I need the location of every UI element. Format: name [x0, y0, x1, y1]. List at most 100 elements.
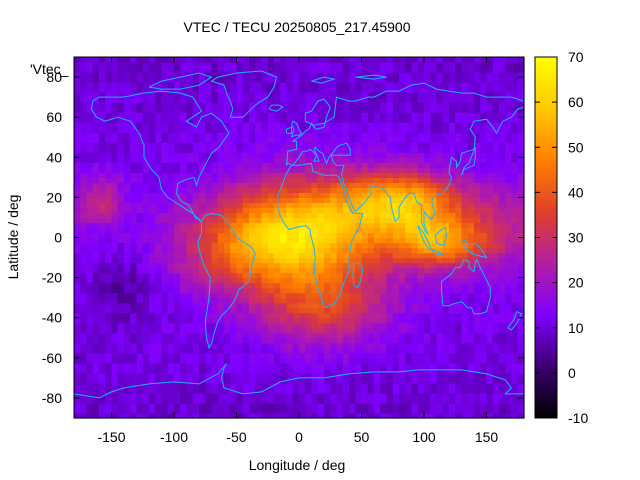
heatmap-cell — [436, 192, 444, 198]
heatmap-cell — [174, 262, 181, 269]
heatmap-cell — [299, 202, 306, 209]
heatmap-cell — [324, 312, 331, 319]
heatmap-cell — [399, 107, 406, 113]
heatmap-cell — [92, 352, 100, 359]
heatmap-cell — [480, 142, 488, 148]
heatmap-cell — [136, 187, 144, 193]
heatmap-cell — [324, 377, 331, 384]
heatmap-cell — [311, 197, 319, 203]
heatmap-cell — [467, 92, 475, 98]
heatmap-cell — [192, 397, 200, 404]
heatmap-cell — [492, 82, 500, 88]
heatmap-cell — [455, 117, 463, 123]
heatmap-cell — [74, 362, 81, 369]
heatmap-cell — [242, 267, 250, 274]
heatmap-cell — [436, 152, 444, 158]
heatmap-cell — [367, 87, 375, 93]
heatmap-cell — [74, 367, 81, 374]
heatmap-cell — [455, 232, 463, 239]
heatmap-cell — [486, 92, 494, 98]
heatmap-cell — [436, 82, 444, 88]
heatmap-cell — [124, 187, 131, 193]
heatmap-cell — [230, 157, 238, 163]
heatmap-cell — [386, 112, 394, 118]
heatmap-cell — [461, 287, 469, 294]
heatmap-cell — [74, 142, 81, 148]
heatmap-cell — [92, 222, 100, 229]
heatmap-cell — [155, 252, 163, 259]
heatmap-cell — [174, 292, 181, 299]
heatmap-cell — [136, 352, 144, 359]
heatmap-cell — [180, 387, 188, 394]
heatmap-cell — [442, 342, 450, 349]
heatmap-cell — [455, 407, 463, 414]
heatmap-cell — [261, 327, 269, 334]
heatmap-cell — [499, 117, 506, 123]
heatmap-cell — [149, 392, 156, 399]
heatmap-cell — [142, 392, 150, 399]
heatmap-cell — [80, 157, 88, 163]
heatmap-cell — [99, 62, 106, 68]
heatmap-cell — [324, 372, 331, 379]
heatmap-cell — [205, 372, 213, 379]
heatmap-cell — [505, 327, 513, 334]
heatmap-cell — [211, 172, 219, 178]
heatmap-cell — [330, 217, 338, 224]
heatmap-cell — [199, 222, 206, 229]
heatmap-cell — [274, 297, 281, 304]
heatmap-cell — [274, 117, 281, 123]
heatmap-cell — [174, 257, 181, 264]
heatmap-cell — [111, 277, 119, 284]
heatmap-cell — [117, 87, 125, 93]
heatmap-cell — [486, 97, 494, 103]
heatmap-cell — [461, 342, 469, 349]
heatmap-cell — [80, 172, 88, 178]
heatmap-cell — [236, 337, 244, 344]
heatmap-cell — [324, 72, 331, 78]
heatmap-cell — [161, 92, 169, 98]
heatmap-cell — [424, 157, 431, 163]
heatmap-cell — [242, 347, 250, 354]
heatmap-cell — [399, 327, 406, 334]
heatmap-cell — [174, 217, 181, 224]
heatmap-cell — [99, 222, 106, 229]
heatmap-cell — [199, 87, 206, 93]
heatmap-cell — [499, 392, 506, 399]
heatmap-cell — [199, 387, 206, 394]
heatmap-cell — [155, 267, 163, 274]
heatmap-cell — [492, 277, 500, 284]
heatmap-cell — [292, 247, 300, 254]
heatmap-cell — [455, 412, 463, 419]
heatmap-cell — [305, 337, 313, 344]
heatmap-cell — [499, 272, 506, 279]
heatmap-cell — [267, 402, 275, 409]
heatmap-cell — [374, 302, 381, 309]
heatmap-cell — [155, 212, 163, 219]
heatmap-cell — [186, 352, 194, 359]
heatmap-cell — [474, 367, 481, 374]
heatmap-cell — [380, 352, 388, 359]
heatmap-cell — [399, 342, 406, 349]
heatmap-cell — [180, 182, 188, 188]
heatmap-cell — [261, 237, 269, 244]
heatmap-cell — [455, 282, 463, 289]
heatmap-cell — [292, 347, 300, 354]
heatmap-cell — [442, 242, 450, 249]
heatmap-cell — [342, 267, 350, 274]
heatmap-cell — [355, 197, 363, 203]
heatmap-cell — [467, 407, 475, 414]
heatmap-cell — [211, 397, 219, 404]
heatmap-cell — [111, 302, 119, 309]
heatmap-cell — [324, 282, 331, 289]
heatmap-cell — [424, 297, 431, 304]
heatmap-cell — [99, 202, 106, 209]
heatmap-cell — [449, 287, 456, 294]
heatmap-cell — [242, 257, 250, 264]
heatmap-cell — [192, 157, 200, 163]
heatmap-cell — [374, 217, 381, 224]
heatmap-cell — [424, 177, 431, 183]
heatmap-cell — [486, 192, 494, 198]
heatmap-cell — [342, 377, 350, 384]
heatmap-cell — [142, 407, 150, 414]
heatmap-cell — [411, 182, 419, 188]
